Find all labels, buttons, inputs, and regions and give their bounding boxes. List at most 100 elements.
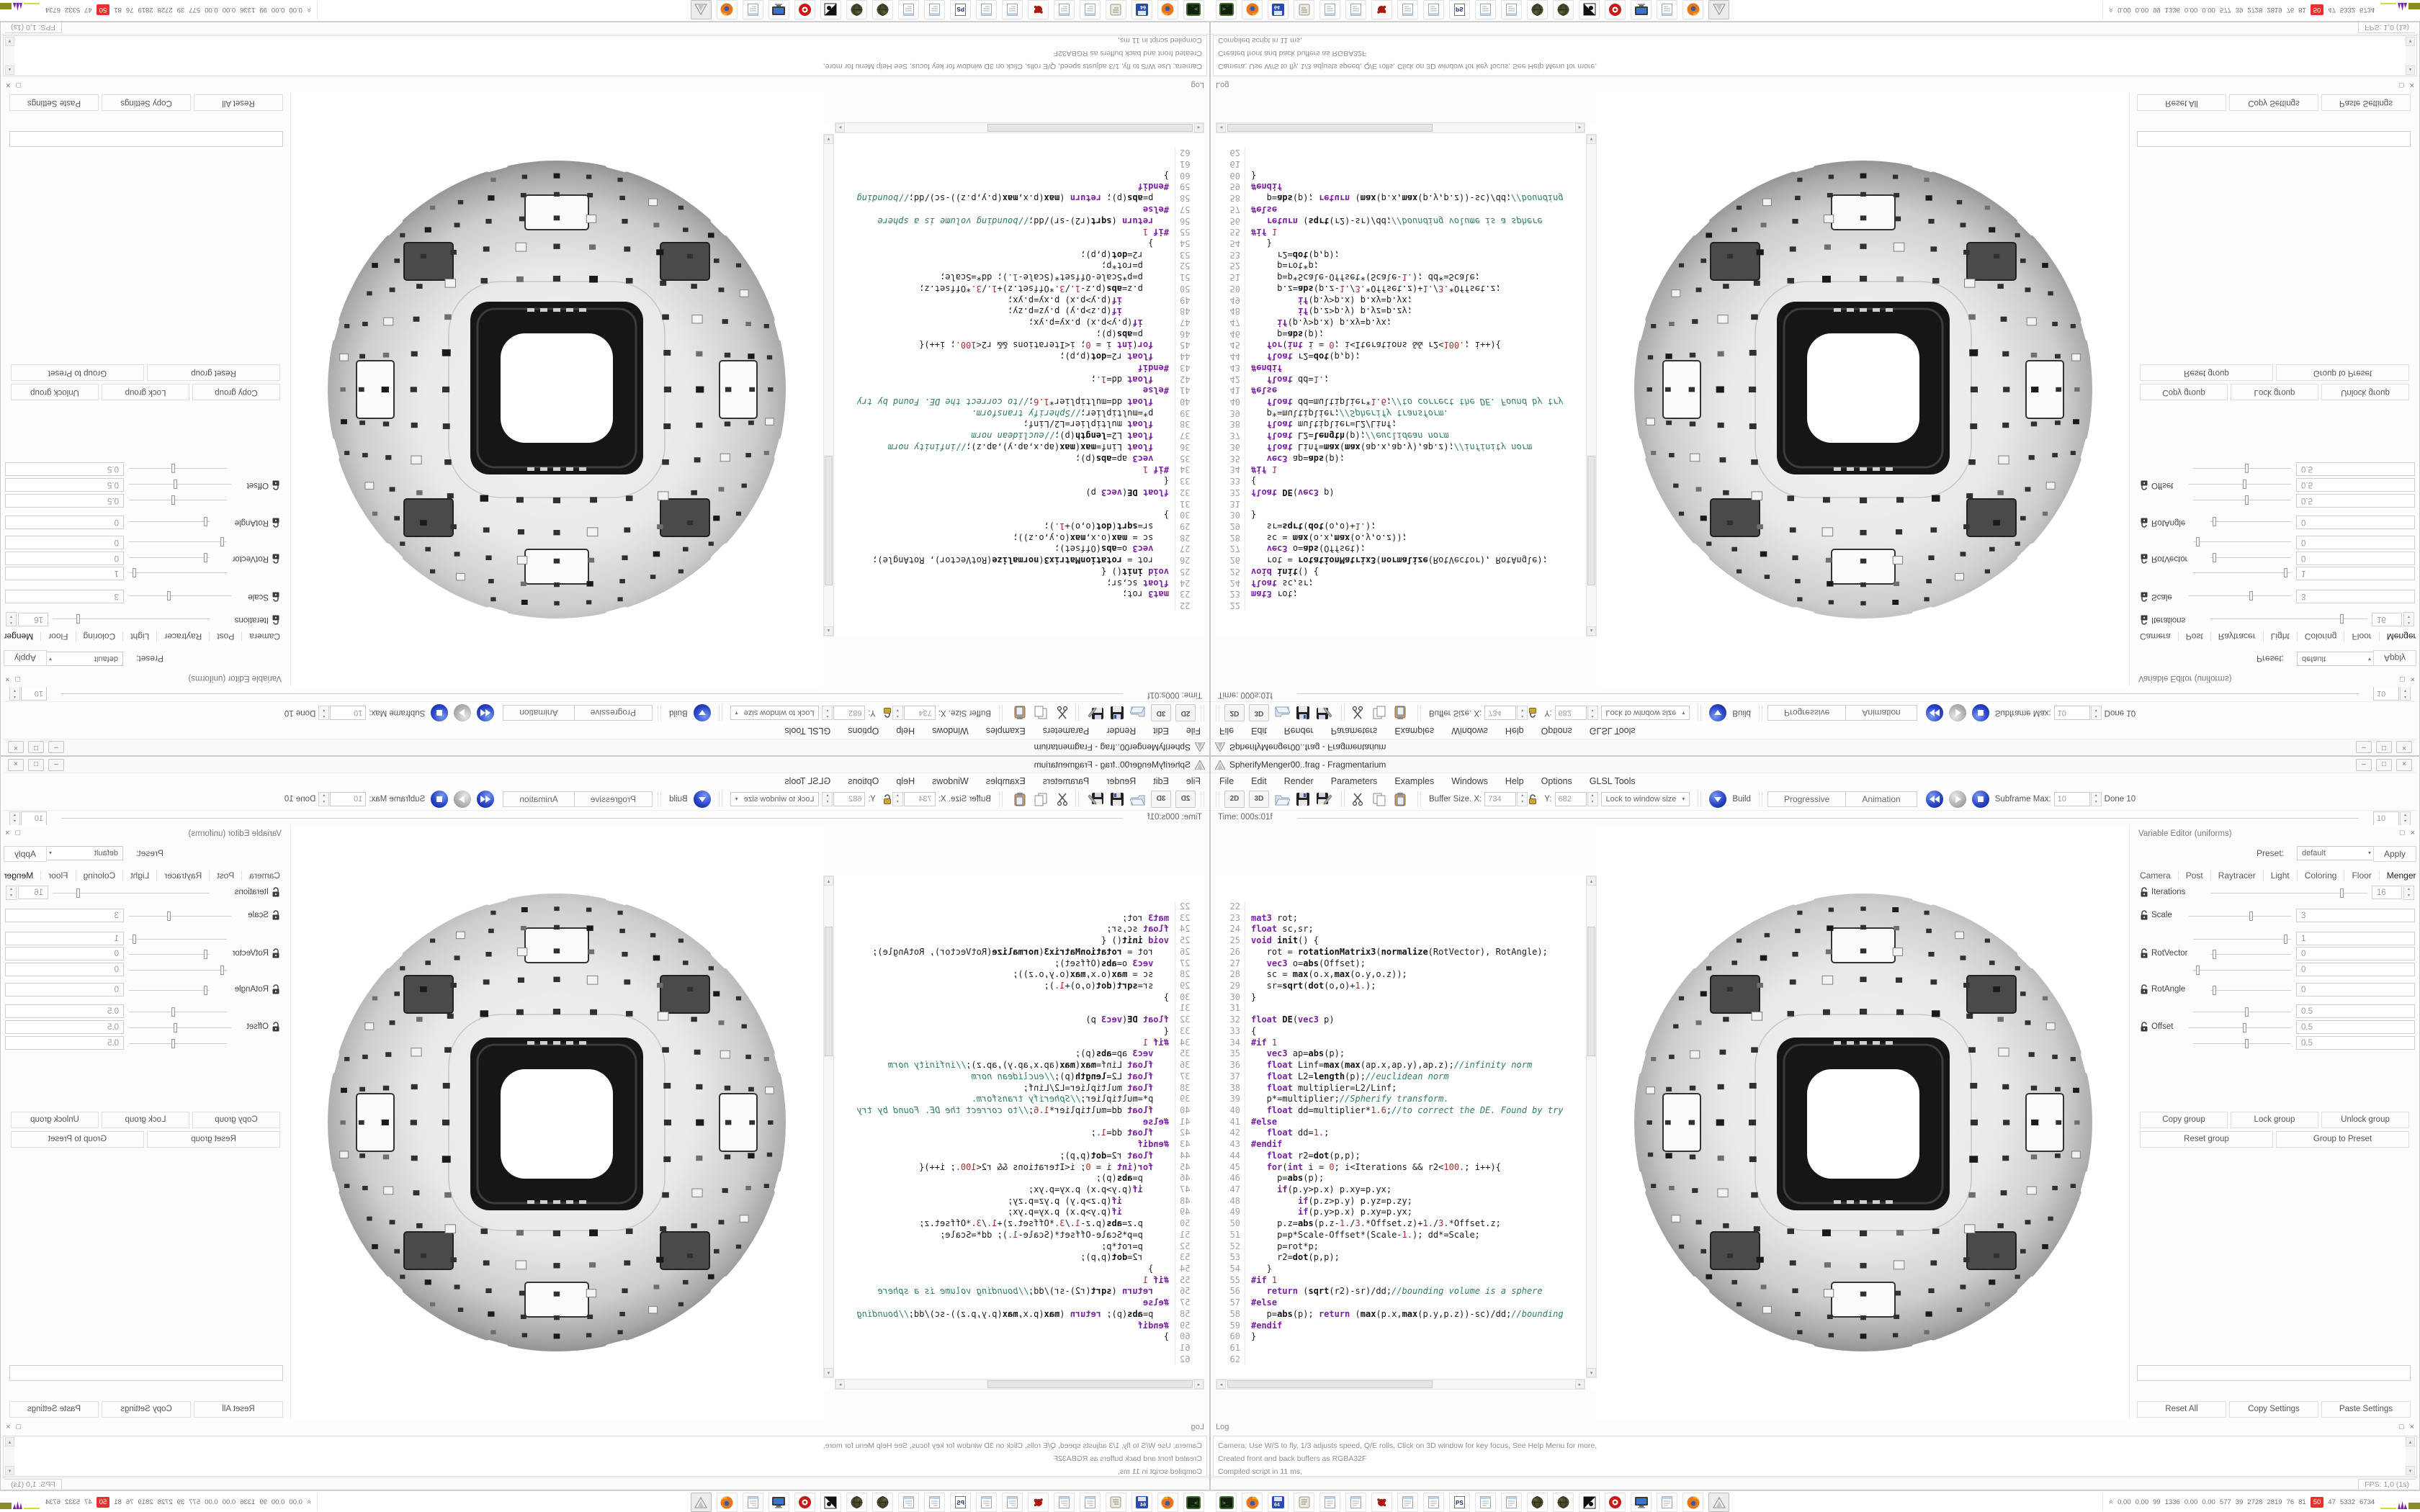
param-value-field[interactable]: 16	[2372, 886, 2402, 899]
log-output[interactable]: Camera; Use W/S to fly, 1/3 adjusts spee…	[1213, 1436, 2417, 1477]
close-dock-icon[interactable]: ×	[5, 675, 10, 683]
scroll-left-icon[interactable]: ◂	[1216, 123, 1226, 132]
copy-group-button[interactable]: Copy group	[2140, 1112, 2228, 1128]
param-slider[interactable]	[129, 568, 227, 577]
taskbar-notepad-icon[interactable]	[976, 0, 997, 19]
buffer-x-stepper[interactable]: ▴ ▾	[1517, 792, 1528, 806]
code-line[interactable]: 47 if(p.y>p.x) p.xy=p.yx;	[835, 1184, 1204, 1196]
menu-render[interactable]: Render	[1106, 726, 1137, 737]
menu-edit[interactable]: Edit	[1153, 775, 1169, 786]
tab-menger[interactable]: Menger	[2378, 631, 2420, 642]
scroll-up-icon[interactable]: ▴	[1587, 876, 1596, 886]
taskbar-firefox-icon[interactable]	[1682, 1493, 1703, 1512]
stop-button[interactable]	[431, 791, 449, 808]
param-value-field[interactable]: 0	[2296, 983, 2415, 996]
taskbar-red-badge-icon[interactable]	[1605, 0, 1626, 19]
cut-icon[interactable]	[1053, 704, 1070, 721]
taskbar-firefox-icon[interactable]	[717, 1493, 738, 1512]
code-line[interactable]: 46 p=abs(p);	[1216, 1173, 1585, 1184]
float-dock-icon[interactable]: □	[15, 829, 21, 837]
render-view[interactable]	[1597, 92, 2129, 687]
code-line[interactable]: 59 #endif	[1216, 1320, 1585, 1332]
taskbar-monitor-icon[interactable]	[1631, 0, 1652, 19]
taskbar-notepad-icon[interactable]	[1080, 0, 1101, 19]
time-max-field[interactable]: 10	[2373, 686, 2399, 701]
rewind-button[interactable]	[1925, 704, 1943, 721]
apply-button[interactable]: Apply	[4, 846, 47, 862]
param-value-field[interactable]: 0	[5, 552, 124, 565]
code-line[interactable]: 44 float r2=dot(p,p);	[835, 1150, 1204, 1162]
code-line[interactable]: 62	[1216, 146, 1585, 158]
tab-camera[interactable]: Camera	[2140, 631, 2171, 642]
code-line[interactable]: 44 float r2=dot(p,p);	[1216, 350, 1585, 362]
save-as-icon[interactable]	[1315, 791, 1332, 808]
taskbar-red-splat-icon[interactable]	[1371, 1493, 1392, 1512]
build-icon[interactable]	[693, 704, 711, 721]
code-line[interactable]: 41 #else	[1216, 384, 1585, 396]
slider-thumb[interactable]	[171, 1007, 175, 1017]
param-value-field[interactable]: 16	[2372, 613, 2402, 626]
tab-menger[interactable]: Menger	[0, 631, 42, 642]
lock-icon[interactable]	[2140, 984, 2148, 998]
param-value-field[interactable]: 0	[2296, 552, 2415, 565]
copy-icon[interactable]	[1371, 704, 1388, 721]
code-line[interactable]: 39 p*=multiplier;//Spherify transform.	[1216, 1094, 1585, 1105]
scroll-down-icon[interactable]: ▾	[5, 1466, 14, 1475]
code-line[interactable]: 45 for(int i = 0; i<Iterations && r2<100…	[835, 1161, 1204, 1174]
menu-edit[interactable]: Edit	[1153, 726, 1169, 737]
lock-icon[interactable]	[272, 887, 280, 901]
taskbar-notepad-icon[interactable]	[1054, 1493, 1075, 1512]
editor-vertical-scrollbar[interactable]: ▴ ▾	[823, 876, 834, 1378]
close-dock-icon[interactable]: ×	[2410, 675, 2415, 683]
copy-group-button[interactable]: Copy group	[2140, 384, 2228, 400]
close-icon[interactable]: ×	[2396, 759, 2412, 771]
taskbar-monitor-icon[interactable]	[768, 0, 789, 19]
tab-coloring[interactable]: Coloring	[76, 870, 124, 881]
lock-group-button[interactable]: Lock group	[2231, 1112, 2318, 1128]
param-stepper[interactable]: ▴ ▾	[2403, 886, 2414, 900]
tab-floor[interactable]: Floor	[2344, 870, 2378, 881]
copy-icon[interactable]	[1371, 791, 1388, 808]
scroll-up-icon[interactable]: ▴	[824, 876, 833, 886]
param-value-field[interactable]: 1	[5, 567, 124, 580]
code-line[interactable]: 39 p*=multiplier;//Spherify transform.	[835, 407, 1204, 418]
slider-thumb[interactable]	[2340, 888, 2344, 898]
taskbar-firefox-icon[interactable]	[1682, 0, 1703, 19]
group-to-preset-button[interactable]: Group to Preset	[2276, 1131, 2409, 1148]
param-slider[interactable]	[2193, 1039, 2291, 1048]
code-line[interactable]: 51 p=p*Scale-Offset*(Scale-1.); dd*=Scal…	[835, 1229, 1204, 1241]
param-value-field[interactable]: 0.5	[5, 1036, 124, 1050]
scroll-up-icon[interactable]: ▴	[5, 66, 14, 75]
tab-light[interactable]: Light	[2262, 870, 2297, 881]
lock-icon[interactable]	[272, 514, 280, 528]
taskbar-scroll-document-icon[interactable]	[1106, 0, 1126, 19]
log-output[interactable]: Camera; Use W/S to fly, 1/3 adjusts spee…	[1213, 35, 2417, 76]
taskbar-notepad-icon[interactable]	[1657, 0, 1677, 19]
code-line[interactable]: 49 if(p.y>p.x) p.xy=p.yx;	[835, 293, 1204, 305]
param-slider[interactable]	[2189, 591, 2291, 600]
log-scrollbar[interactable]: ▴ ▾	[2406, 37, 2416, 75]
code-line[interactable]: 28 sc = max(o.x,max(o.y,o.z));	[1216, 969, 1585, 981]
lock-group-button[interactable]: Lock group	[102, 1112, 189, 1128]
code-line[interactable]: 48 if(p.z>p.y) p.yz=p.zy;	[1216, 1195, 1585, 1207]
slider-thumb[interactable]	[171, 1039, 175, 1048]
code-editor[interactable]: 22 23 mat3 rot; 24 float sc,sr; 25 void init(…	[823, 122, 1204, 636]
taskbar-notepad-icon[interactable]	[1501, 1493, 1522, 1512]
param-slider[interactable]	[129, 517, 210, 526]
code-line[interactable]: 55 #if 1	[1216, 225, 1585, 238]
code-line[interactable]: 51 p=p*Scale-Offset*(Scale-1.); dd*=Scal…	[1216, 1229, 1585, 1241]
restore-icon[interactable]: □	[28, 741, 44, 753]
taskbar-scroll-document-icon[interactable]	[1294, 1493, 1314, 1512]
menu-file[interactable]: File	[1219, 775, 1234, 786]
taskbar-notepad-icon[interactable]	[1475, 1493, 1496, 1512]
code-editor[interactable]: 22 23 mat3 rot; 24 float sc,sr; 25 void init(…	[1216, 876, 1597, 1390]
expand-tray-icon[interactable]: »	[304, 1499, 313, 1505]
buffer-y-stepper[interactable]: ▴ ▾	[822, 706, 833, 720]
code-line[interactable]: 53 r2=dot(p,p);	[835, 1252, 1204, 1264]
code-line[interactable]: 57 #else	[1216, 203, 1585, 215]
subframe-max-field[interactable]: 10	[330, 706, 367, 720]
code-line[interactable]: 35 vec3 ap=abs(p);	[1216, 1048, 1585, 1061]
cut-icon[interactable]	[1350, 791, 1367, 808]
code-line[interactable]: 53 r2=dot(p,p);	[1216, 248, 1585, 260]
code-line[interactable]: 30}	[835, 991, 1204, 1004]
